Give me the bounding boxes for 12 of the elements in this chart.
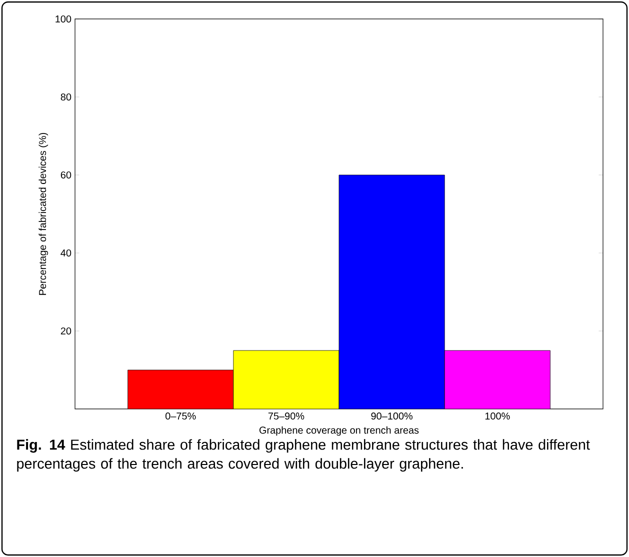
x-tick-label: 90–100%: [371, 412, 413, 420]
y-tick-label: 100: [56, 15, 72, 23]
x-tick-label: 100%: [485, 412, 510, 420]
y-tick-label: 20: [60, 327, 72, 335]
y-tick-label: 80: [60, 93, 72, 101]
y-tick-label: 60: [60, 171, 72, 179]
y-tick-label: 40: [60, 249, 72, 257]
x-axis-title: Graphene coverage on trench areas: [259, 426, 419, 436]
x-tick-label: 75–90%: [268, 412, 304, 420]
text: Fig. 14 Estimated share of fabricated graphene membrane structures that have different percentages of the trench areas covered with double-layer graphene.: [17, 439, 590, 472]
y-axis-title: Percentage of fabricated devices (%): [38, 132, 48, 295]
x-tick-label: 0–75%: [165, 412, 196, 420]
